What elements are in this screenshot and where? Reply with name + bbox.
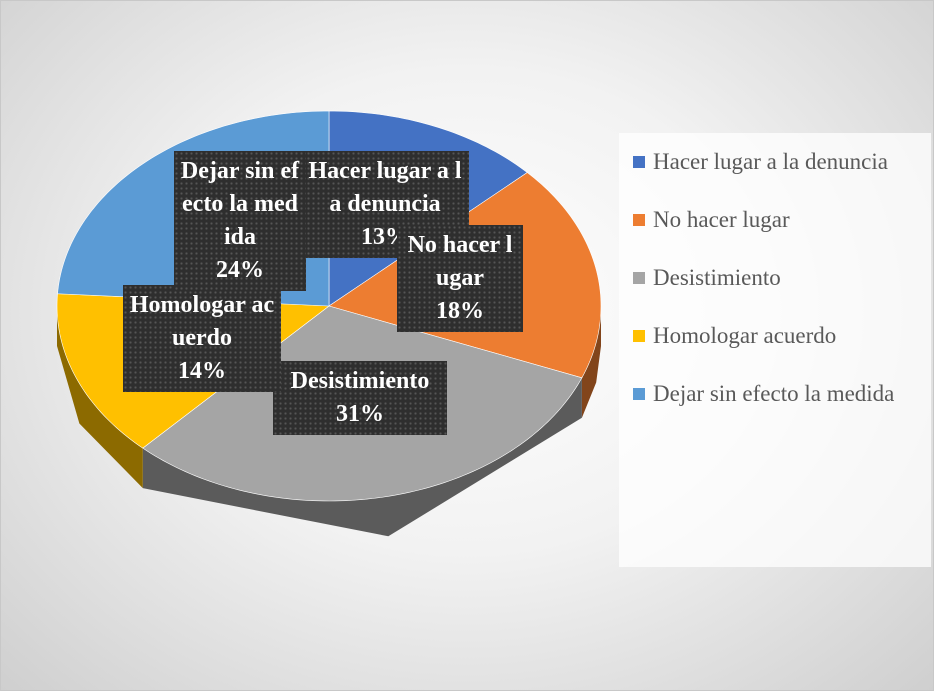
data-label-category: Homologar acuerdo (129, 292, 275, 351)
legend-label: Desistimiento (653, 265, 781, 290)
data-label: Hacer lugar a la denuncia 13% (301, 151, 469, 258)
legend: Hacer lugar a la denuncia No hacer lugar D… (619, 133, 931, 567)
data-label: No hacer lugar 18% (397, 225, 523, 332)
data-label-value: 24% (216, 257, 264, 283)
pie-side (581, 306, 601, 418)
legend-item: Homologar acuerdo (627, 319, 923, 352)
pie-side (57, 306, 143, 489)
data-label-category: Hacer lugar a la denuncia (308, 158, 462, 217)
pie-sides (57, 306, 601, 537)
data-label: Homologar acuerdo 14% (123, 285, 281, 392)
legend-label: Hacer lugar a la denuncia (653, 149, 888, 174)
legend-key (633, 388, 645, 400)
data-label-category: Dejar sin efecto la medida (180, 158, 300, 250)
data-label: Dejar sin efecto la medida 24% (174, 151, 306, 291)
legend-label: Dejar sin efecto la medida (653, 381, 895, 406)
legend-key (633, 156, 645, 168)
legend-label: Homologar acuerdo (653, 323, 837, 348)
data-label-value: 31% (336, 401, 384, 427)
data-label: Desistimiento 31% (273, 361, 447, 435)
data-label-category: No hacer lugar (407, 232, 513, 291)
legend-item: No hacer lugar (627, 203, 923, 236)
data-label-category: Desistimiento (290, 368, 430, 394)
legend-key (633, 214, 645, 226)
data-label-value: 14% (178, 358, 226, 384)
legend-key (633, 272, 645, 284)
legend-label: No hacer lugar (653, 207, 790, 232)
data-label-value: 18% (436, 298, 484, 324)
pie-side (142, 377, 582, 537)
legend-item: Dejar sin efecto la medida (627, 377, 923, 410)
legend-key (633, 330, 645, 342)
legend-item: Hacer lugar a la denuncia (627, 145, 923, 178)
legend-item: Desistimiento (627, 261, 923, 294)
